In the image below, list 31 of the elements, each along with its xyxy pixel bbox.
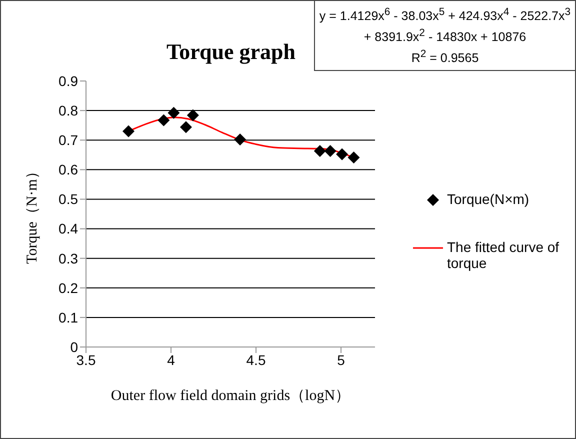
x-tick-label: 4: [167, 352, 176, 368]
legend-label: The fitted curve of torque: [447, 239, 560, 271]
y-tick-label: 0.3: [58, 250, 78, 266]
y-tick-label: 0.6: [58, 162, 78, 178]
y-tick-label: 0.2: [58, 280, 78, 296]
point: [314, 145, 326, 158]
point: [122, 125, 134, 138]
text: R$^{2}$ = 0.9565: [410, 48, 480, 68]
point: [234, 134, 246, 146]
point: [186, 109, 199, 122]
x-axis-title: Outer flow field domain grids（logN）: [110, 388, 350, 404]
point: [336, 148, 348, 160]
y-tick-label: 0.7: [58, 132, 78, 148]
point: [348, 152, 360, 164]
y-tick-label: 0: [70, 338, 78, 355]
y-tick-label: 0.4: [58, 220, 78, 237]
point: [180, 121, 192, 134]
text: y = 1.4129x$^{6}$ - 38.03x$^{5}$ + 424.93x$^{4}$ - 2522.7x$^{3}$ + 8391.9x$^{2}$ - 14830x + 10876: [319, 7, 571, 44]
point: [324, 145, 336, 158]
y-tick-label: 0.8: [58, 102, 78, 119]
y-tick-label: 0.9: [58, 72, 78, 89]
point: [158, 114, 170, 126]
y-tick-label: 0.5: [58, 191, 78, 208]
legend-label: Torque(N×m): [447, 191, 530, 207]
chart-title: Torque graph: [166, 39, 296, 64]
x-tick-label: 5: [337, 352, 346, 368]
x-tick-label: 3.5: [76, 352, 96, 368]
y-tick-label: 0.1: [58, 309, 78, 326]
x-tick-label: 4.5: [246, 352, 266, 368]
y-axis-title: Torque（N·m）: [24, 164, 40, 264]
point: [168, 106, 180, 119]
